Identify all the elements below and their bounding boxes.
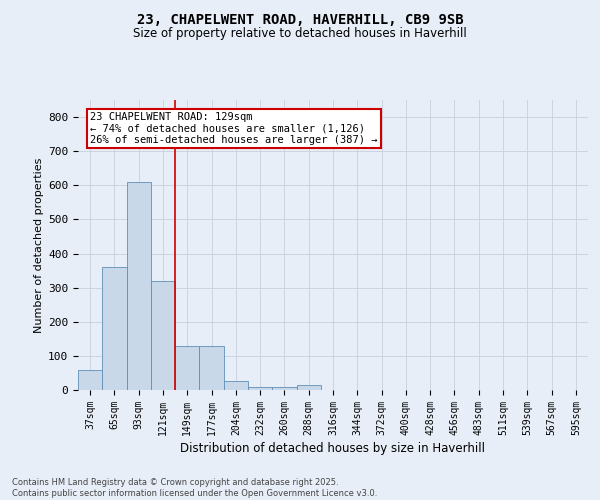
Bar	[272, 386, 296, 390]
Bar	[151, 281, 175, 390]
Text: Contains HM Land Registry data © Crown copyright and database right 2025.
Contai: Contains HM Land Registry data © Crown c…	[12, 478, 377, 498]
Text: Size of property relative to detached houses in Haverhill: Size of property relative to detached ho…	[133, 28, 467, 40]
Bar	[102, 267, 127, 390]
X-axis label: Distribution of detached houses by size in Haverhill: Distribution of detached houses by size …	[181, 442, 485, 455]
Bar	[127, 182, 151, 390]
Bar	[224, 382, 248, 390]
Bar	[199, 346, 224, 390]
Bar	[296, 385, 321, 390]
Bar	[175, 346, 199, 390]
Bar	[248, 386, 272, 390]
Text: 23, CHAPELWENT ROAD, HAVERHILL, CB9 9SB: 23, CHAPELWENT ROAD, HAVERHILL, CB9 9SB	[137, 12, 463, 26]
Y-axis label: Number of detached properties: Number of detached properties	[34, 158, 44, 332]
Text: 23 CHAPELWENT ROAD: 129sqm
← 74% of detached houses are smaller (1,126)
26% of s: 23 CHAPELWENT ROAD: 129sqm ← 74% of deta…	[90, 112, 377, 145]
Bar	[78, 370, 102, 390]
